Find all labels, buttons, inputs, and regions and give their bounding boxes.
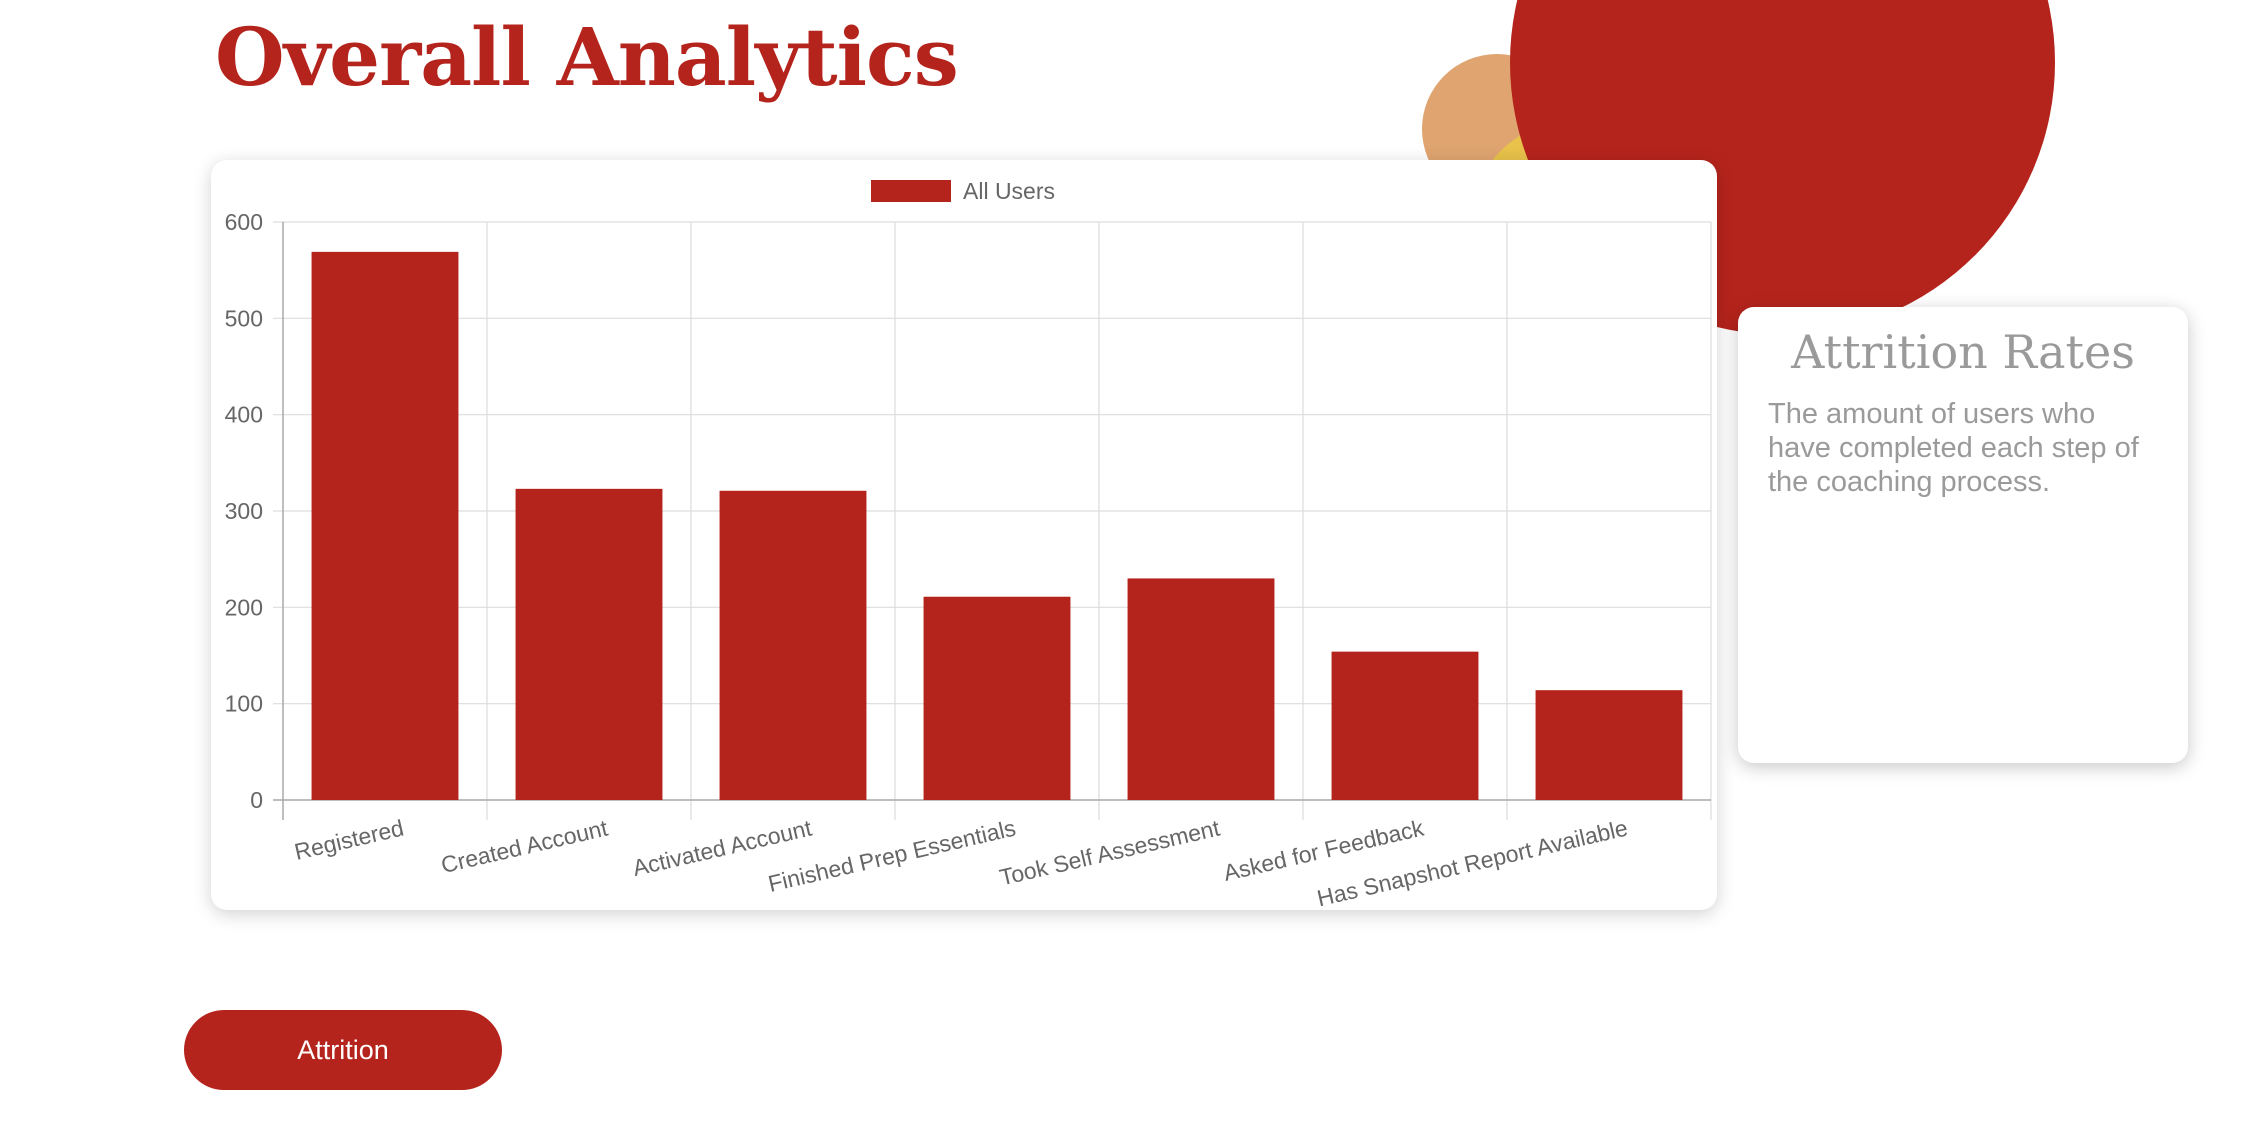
bar-6 [1331, 651, 1479, 800]
chart-card: 0 100 200 300 400 500 600 Registered Created Acc… [211, 160, 1717, 910]
x-tick-label: Took Self Assessment [997, 814, 1223, 890]
x-tick-label: Created Account [439, 814, 611, 878]
y-tick-label: 500 [225, 305, 263, 331]
legend-label: All Users [963, 178, 1055, 204]
y-tick-label: 0 [250, 787, 263, 813]
bar-7 [1535, 690, 1683, 800]
legend-swatch [871, 180, 951, 202]
page-title: Overall Analytics [215, 10, 959, 104]
bar-5 [1127, 578, 1275, 800]
info-card: Attrition Rates The amount of users who … [1738, 307, 2188, 763]
y-tick-label: 600 [225, 209, 263, 235]
attrition-button[interactable]: Attrition [184, 1010, 502, 1090]
bar-1 [311, 251, 459, 800]
bar-2 [515, 488, 663, 800]
info-card-description: The amount of users who have completed e… [1768, 398, 2139, 498]
info-card-title: Attrition Rates [1791, 325, 2135, 379]
bar-4 [923, 596, 1071, 800]
y-tick-label: 100 [225, 691, 263, 717]
attrition-bar-chart: 0 100 200 300 400 500 600 Registered Created Acc… [225, 178, 1712, 910]
x-tick-label: Registered [292, 815, 406, 865]
y-tick-label: 400 [225, 402, 263, 428]
bar-3 [719, 490, 867, 800]
y-tick-label: 300 [225, 498, 263, 524]
y-tick-label: 200 [225, 594, 263, 620]
